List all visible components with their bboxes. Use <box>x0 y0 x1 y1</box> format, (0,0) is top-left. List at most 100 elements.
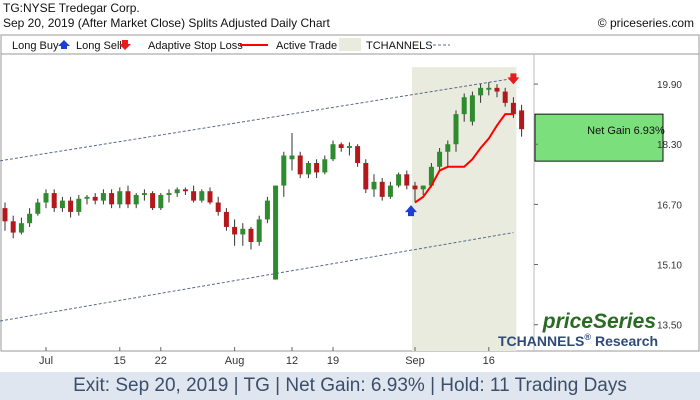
legend-tchannels: TCHANNELS <box>366 40 433 52</box>
candle-body <box>264 200 270 220</box>
candle-body <box>437 151 443 167</box>
sell-signal-arrow <box>507 73 520 85</box>
candle-body <box>428 166 434 186</box>
candle-body <box>133 194 139 205</box>
chart-subtitle: Sep 20, 2019 (After Market Close) Splits… <box>3 16 330 30</box>
candle-body <box>141 193 147 195</box>
x-tick-label: Jul <box>39 355 53 367</box>
candle-body <box>486 87 492 90</box>
candle-body <box>223 211 229 227</box>
candle-body <box>281 155 287 186</box>
candle-body <box>330 144 336 160</box>
candle-body <box>2 208 8 222</box>
candle-body <box>371 181 377 190</box>
x-tick-label: 16 <box>483 355 495 367</box>
candle-body <box>109 193 115 205</box>
legend-long-sell: Long Sell <box>76 40 122 52</box>
candle-body <box>18 223 24 233</box>
candle-body <box>412 185 418 190</box>
candle-body <box>387 185 393 197</box>
brand-tchannels: TCHANNELS® Research <box>498 332 658 349</box>
x-tick-label: Aug <box>225 355 245 367</box>
channel-upper-line <box>0 77 514 162</box>
candle-body <box>445 144 451 152</box>
candle-body <box>215 202 221 212</box>
candle-body <box>27 213 33 224</box>
adaptive-stop-line <box>414 113 514 204</box>
candle-body <box>420 185 426 190</box>
candle-body <box>322 159 328 173</box>
candle-body <box>404 174 410 186</box>
buy-signal-arrow <box>405 205 417 217</box>
brand-logo: priceSeries <box>542 310 656 333</box>
candle-body <box>199 191 205 201</box>
x-tick-label: 15 <box>114 355 126 367</box>
candle-body <box>191 191 197 201</box>
candle-body <box>478 87 484 96</box>
y-tick-label: 15.10 <box>657 261 682 272</box>
x-tick-label: 19 <box>327 355 339 367</box>
channel-lower-line <box>0 232 514 322</box>
candle-body <box>43 193 49 203</box>
y-tick-label: 16.70 <box>657 200 682 211</box>
candle-body <box>125 191 131 205</box>
active-trade-swatch-icon <box>339 38 361 51</box>
plot-frame <box>0 53 700 352</box>
candle-body <box>256 219 262 242</box>
candle-body <box>273 185 279 280</box>
legend-long-buy: Long Buy <box>12 40 59 52</box>
candle-body <box>379 181 385 197</box>
candle-body <box>469 95 475 122</box>
candle-body <box>314 163 320 173</box>
chart-title: TG:NYSE Tredegar Corp. <box>3 1 140 15</box>
candle-body <box>297 155 303 175</box>
candle-body <box>289 155 295 160</box>
candle-body <box>117 191 123 205</box>
candle-body <box>51 193 57 209</box>
candle-body <box>92 196 98 201</box>
candle-body <box>396 174 402 186</box>
sell-arrow-icon <box>119 40 131 50</box>
candle-body <box>166 193 172 195</box>
legend-adaptive-stop: Adaptive Stop Loss <box>148 40 243 52</box>
candle-body <box>338 144 344 148</box>
legend: Long Buy Long Sell Adaptive Stop Loss Ac… <box>0 34 700 55</box>
net-gain-label: Net Gain 6.93% <box>587 125 665 137</box>
candle-body <box>68 200 74 212</box>
y-tick-label: 18.30 <box>657 140 682 151</box>
candle-body <box>207 191 213 203</box>
candle-body <box>240 228 246 235</box>
y-tick-label: 13.50 <box>657 321 682 332</box>
site-credit[interactable]: © priceseries.com <box>597 16 694 30</box>
candle-body <box>453 114 459 145</box>
footer-summary: Exit: Sep 20, 2019 | TG | Net Gain: 6.93… <box>0 372 700 400</box>
candle-body <box>59 200 65 209</box>
y-tick-label: 19.90 <box>657 80 682 91</box>
candle-body <box>461 97 467 115</box>
x-tick-label: 12 <box>286 355 298 367</box>
candle-body <box>519 110 525 130</box>
candle-body <box>84 196 90 199</box>
x-tick-label: Sep <box>405 355 425 367</box>
x-tick-label: 22 <box>155 355 167 367</box>
candle-body <box>182 189 188 192</box>
candle-body <box>248 228 254 242</box>
candle-body <box>10 221 16 233</box>
buy-arrow-icon <box>58 40 70 49</box>
net-gain-box <box>534 113 664 162</box>
candle-body <box>76 198 82 212</box>
candle-body <box>510 102 516 115</box>
candle-body <box>346 146 352 148</box>
candle-body <box>502 91 508 103</box>
candle-body <box>174 189 180 194</box>
candle-body <box>305 163 311 175</box>
candle-body <box>363 163 369 190</box>
price-chart: Long Buy Long Sell Adaptive Stop Loss Ac… <box>0 34 700 367</box>
candle-body <box>355 146 361 164</box>
candle-body <box>158 194 164 209</box>
candle-body <box>494 87 500 92</box>
candle-body <box>150 193 156 209</box>
legend-active-trade: Active Trade <box>276 40 337 52</box>
candle-body <box>232 226 238 235</box>
candle-body <box>100 193 106 201</box>
